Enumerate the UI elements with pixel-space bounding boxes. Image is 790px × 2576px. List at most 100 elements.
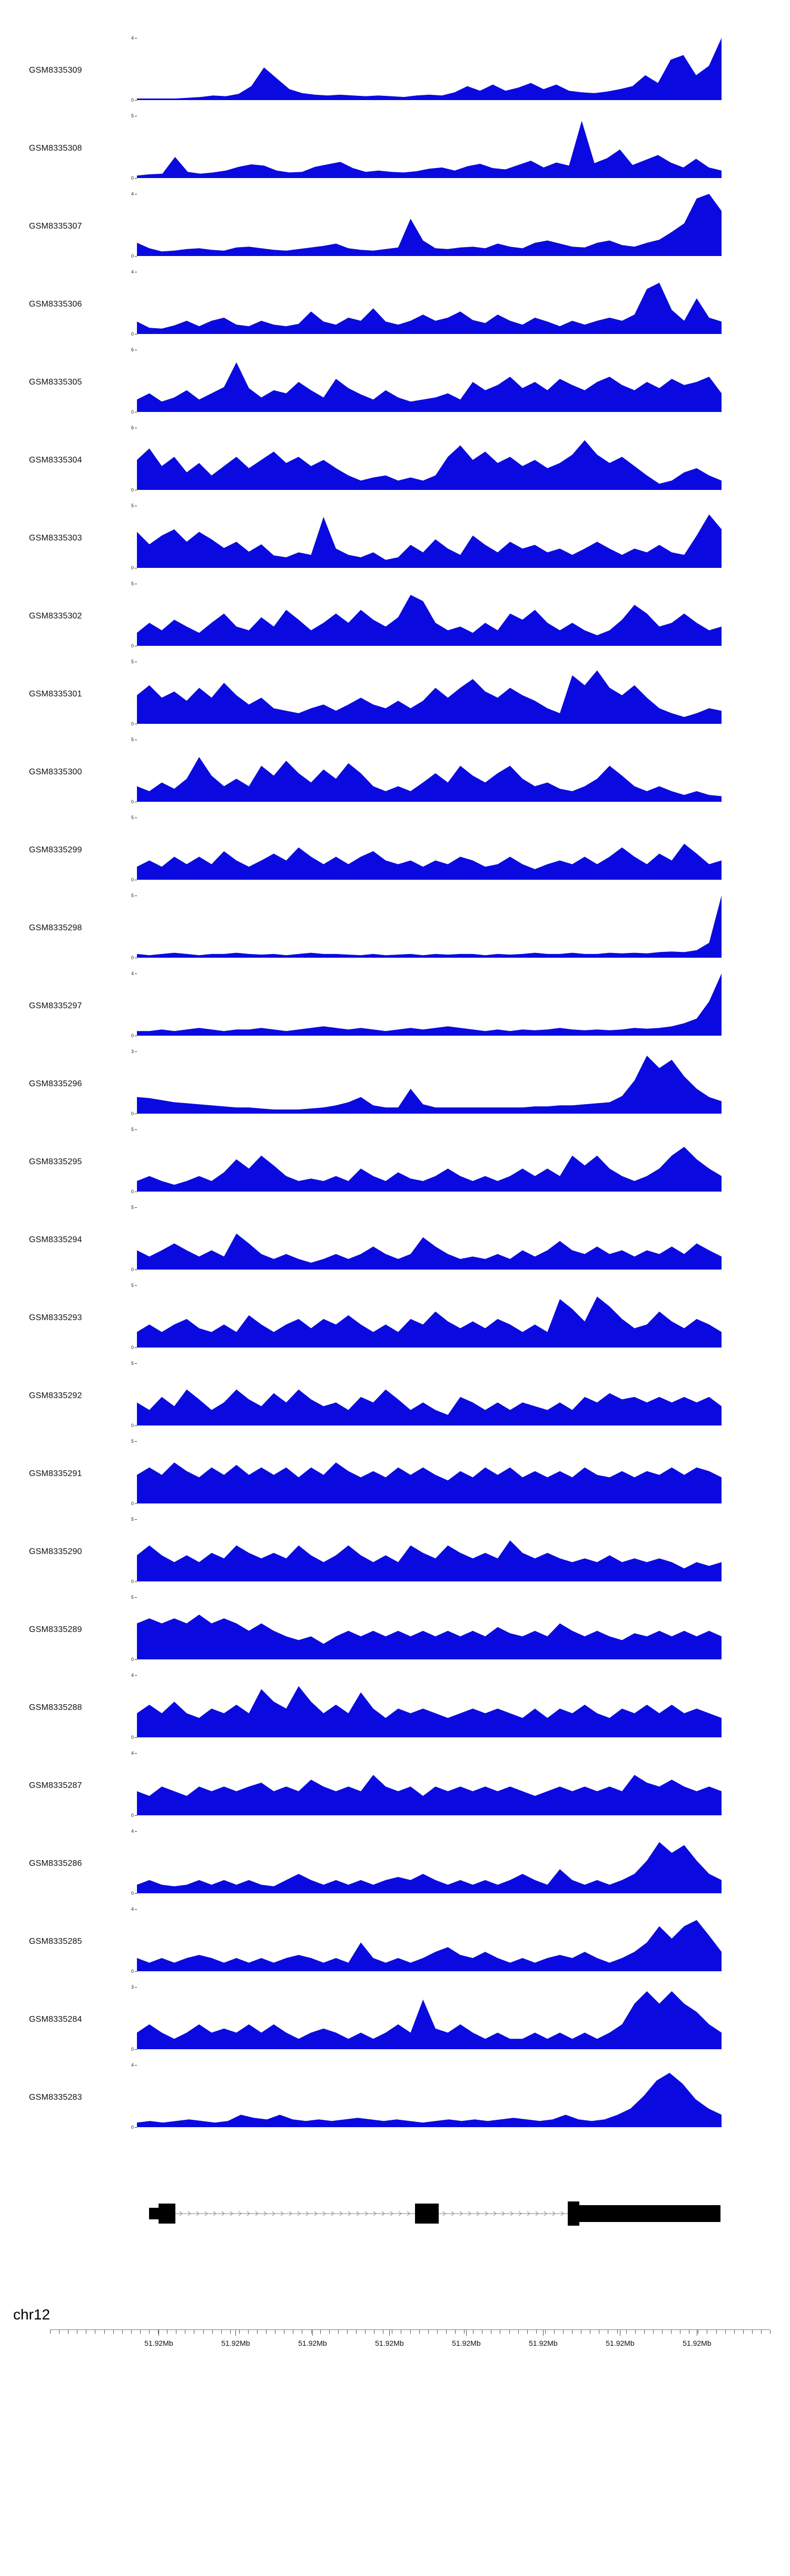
y-axis-max-label: 3: [131, 1984, 134, 1990]
ruler-minor-tick: [644, 2330, 645, 2334]
y-axis-min-label: 0: [131, 1579, 134, 1584]
coverage-plot: [137, 272, 722, 334]
coverage-plot: [137, 2065, 722, 2127]
y-axis-tick: [135, 1285, 137, 1286]
y-axis-min-label: 0: [131, 97, 134, 103]
y-axis-max-label: 5: [131, 1595, 134, 1600]
y-axis-tick: [135, 1987, 137, 1988]
strand-arrow-icon: [179, 2211, 183, 2216]
track-label: GSM8335305: [29, 378, 82, 387]
strand-arrow-icon: [364, 2211, 368, 2216]
y-axis-min-label: 0: [131, 1033, 134, 1038]
coverage-track: GSM8335307 4 0: [0, 188, 790, 266]
y-axis-max-label: 5: [131, 737, 134, 742]
ruler-major-tick: [312, 2330, 313, 2336]
ruler-minor-tick: [113, 2330, 114, 2334]
y-axis-min-label: 0: [131, 1345, 134, 1350]
track-label: GSM8335304: [29, 456, 82, 465]
y-axis-tick: [135, 1659, 137, 1660]
strand-arrow-icon: [196, 2211, 200, 2216]
y-axis-max-label: 5: [131, 1439, 134, 1444]
ruler-minor-tick: [662, 2330, 663, 2334]
ruler-minor-tick: [716, 2330, 717, 2334]
y-axis-tick: [135, 1129, 137, 1130]
ruler-minor-tick: [518, 2330, 519, 2334]
ruler-minor-tick: [734, 2330, 735, 2334]
ruler-coordinate-label: 51.92Mb: [683, 2339, 712, 2347]
exon-box: [579, 2205, 720, 2222]
y-axis-max-label: 5: [131, 893, 134, 898]
ruler-coordinate-label: 51.92Mb: [144, 2339, 173, 2347]
strand-arrow-icon: [501, 2211, 505, 2216]
genome-axis: chr12 51.92Mb 51.92Mb 51.92Mb 51.92Mb 51.92M…: [0, 2306, 790, 2364]
y-axis-max-label: 5: [131, 581, 134, 586]
track-label: GSM8335287: [29, 1781, 82, 1790]
ruler-minor-tick: [230, 2330, 231, 2334]
y-axis-max-label: 4: [131, 191, 134, 196]
strand-arrow-icon: [390, 2211, 393, 2216]
y-axis-max-label: 5: [131, 1205, 134, 1210]
coverage-track: GSM8335297 4 0: [0, 967, 790, 1045]
coverage-track: GSM8335291 5 0: [0, 1435, 790, 1513]
coverage-plot: [137, 740, 722, 802]
ruler-major-tick: [543, 2330, 544, 2336]
ruler-minor-tick: [149, 2330, 150, 2334]
y-axis-tick: [135, 1831, 137, 1832]
coverage-plot: [137, 1441, 722, 1503]
y-axis-tick: [135, 2065, 137, 2066]
y-axis-min-label: 0: [131, 331, 134, 337]
track-label: GSM8335307: [29, 222, 82, 231]
strand-arrow-icon: [255, 2211, 259, 2216]
ruler-minor-tick: [104, 2330, 105, 2334]
ruler-minor-tick: [437, 2330, 438, 2334]
ruler-coordinate-label: 51.92Mb: [375, 2339, 404, 2347]
y-axis-tick: [135, 1519, 137, 1520]
strand-arrow-icon: [552, 2211, 556, 2216]
ruler-minor-tick: [419, 2330, 420, 2334]
ruler-coordinate-label: 51.92Mb: [529, 2339, 558, 2347]
coverage-plot: [137, 1753, 722, 1815]
strand-arrow-icon: [493, 2211, 497, 2216]
coverage-plot: [137, 1129, 722, 1192]
track-label: GSM8335299: [29, 845, 82, 854]
strand-arrow-icon: [289, 2211, 292, 2216]
strand-arrow-icon: [381, 2211, 385, 2216]
coverage-track: GSM8335285 4 0: [0, 1903, 790, 1981]
ruler-coordinate-label: 51.92Mb: [452, 2339, 481, 2347]
exon-box: [568, 2201, 579, 2226]
ruler-minor-tick: [761, 2330, 762, 2334]
coverage-plot: [137, 1285, 722, 1348]
strand-arrow-icon: [544, 2211, 547, 2216]
y-axis-tick: [135, 1441, 137, 1442]
coverage-plot: [137, 428, 722, 490]
coverage-plot: [137, 1909, 722, 1971]
ruler-minor-tick: [653, 2330, 654, 2334]
track-label: GSM8335295: [29, 1157, 82, 1166]
strand-arrow-icon: [560, 2211, 564, 2216]
ruler-minor-tick: [221, 2330, 222, 2334]
ruler-coordinate-label: 51.92Mb: [298, 2339, 327, 2347]
coverage-track: GSM8335287 4 0: [0, 1747, 790, 1825]
y-axis-tick: [135, 1581, 137, 1582]
track-label: GSM8335291: [29, 1469, 82, 1478]
exon-box: [159, 2204, 175, 2224]
coverage-track: GSM8335309 4 0: [0, 32, 790, 110]
coverage-plot: [137, 1675, 722, 1737]
track-label: GSM8335306: [29, 300, 82, 309]
y-axis-min-label: 0: [131, 565, 134, 571]
y-axis-tick: [135, 1207, 137, 1208]
exon-box: [415, 2204, 439, 2224]
track-label: GSM8335303: [29, 534, 82, 543]
y-axis-max-label: 4: [131, 269, 134, 274]
coverage-track: GSM8335294 5 0: [0, 1201, 790, 1279]
ruler-coordinate-label: 51.92Mb: [606, 2339, 635, 2347]
ruler-minor-tick: [626, 2330, 627, 2334]
track-label: GSM8335285: [29, 1937, 82, 1946]
track-label: GSM8335283: [29, 2093, 82, 2102]
ruler-minor-tick: [455, 2330, 456, 2334]
coverage-plot: [137, 1597, 722, 1659]
ruler-minor-tick: [203, 2330, 204, 2334]
y-axis-tick: [135, 178, 137, 179]
track-label: GSM8335297: [29, 1001, 82, 1010]
y-axis-tick: [135, 1909, 137, 1910]
